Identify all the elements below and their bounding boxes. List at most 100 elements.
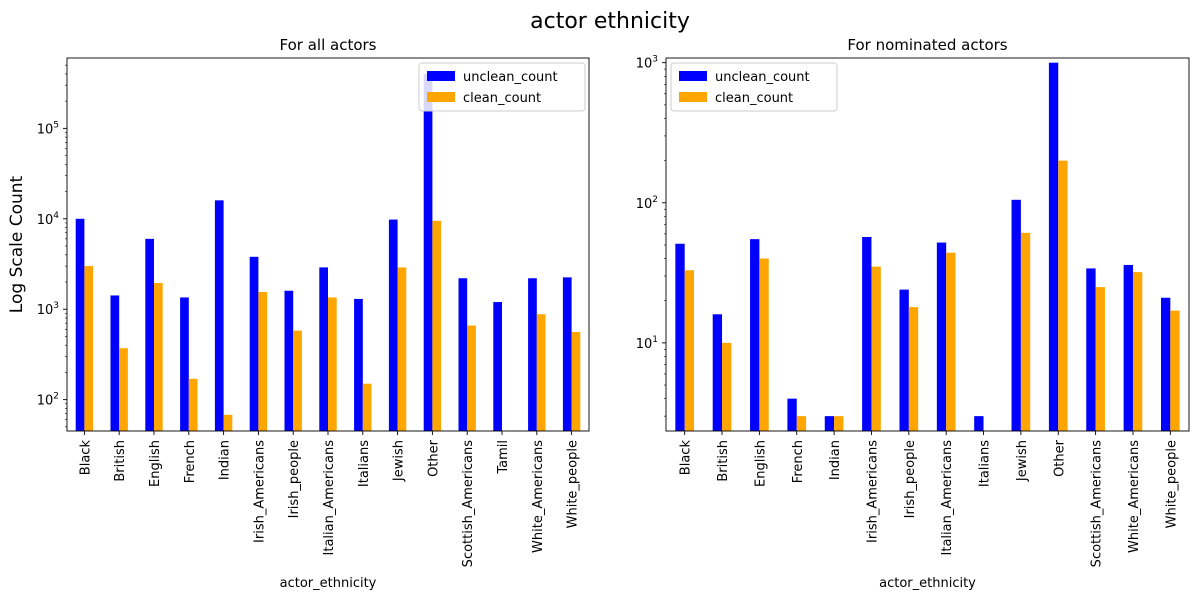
bar-unclean_count-White_people (562, 277, 572, 431)
bar-clean_count-White_Americans (1132, 272, 1143, 431)
bar-clean_count-Irish_people (293, 330, 302, 431)
legend: unclean_count clean_count (418, 62, 586, 112)
x-tick-label: French (791, 440, 806, 483)
bar-clean_count-Black (84, 266, 94, 431)
y-tick-base: 10 (37, 303, 54, 318)
x-tick-label: Other (1052, 439, 1067, 477)
x-tick-label: Black (679, 440, 694, 476)
x-tick-label: French (183, 440, 198, 483)
x-tick-label: Irish_Americans (252, 440, 267, 543)
figure-title: actor ethnicity (530, 9, 690, 34)
x-tick-label: English (753, 440, 768, 487)
legend-label-clean_count: clean_count (463, 91, 541, 106)
y-tick-exponent: 2 (652, 195, 658, 205)
bar-unclean_count-Indian (824, 416, 835, 431)
y-tick-exponent: 1 (652, 335, 658, 345)
bar-unclean_count-French (180, 297, 189, 431)
legend-label-unclean_count: unclean_count (463, 70, 558, 85)
bar-unclean_count-Scottish_Americans (458, 278, 468, 431)
bar-unclean_count-Irish_people (899, 289, 909, 431)
y-tick-base: 10 (636, 197, 653, 212)
bar-clean_count-British (722, 342, 732, 431)
legend-swatch-clean_count (679, 92, 707, 102)
bar-clean_count-Other (1058, 160, 1068, 432)
y-tick-exponent: 5 (53, 120, 59, 130)
bar-clean_count-Italian_Americans (946, 252, 956, 431)
legend-swatch-unclean_count (679, 71, 707, 81)
bar-clean_count-Other (432, 220, 442, 431)
bar-unclean_count-Irish_people (284, 290, 294, 431)
y-tick-exponent: 3 (53, 301, 59, 311)
x-tick-label: Italian_Americans (322, 440, 337, 556)
y-tick-label: 102 (636, 195, 658, 212)
bar-unclean_count-Black (75, 218, 85, 431)
bar-clean_count-White_people (1170, 310, 1180, 431)
bar-clean_count-Indian (834, 416, 844, 431)
x-tick-label: Italians (978, 440, 993, 487)
bar-unclean_count-Jewish (388, 219, 398, 431)
bar-clean_count-White_people (571, 331, 581, 431)
y-tick-exponent: 2 (53, 392, 59, 402)
x-tick-label: British (716, 440, 731, 482)
bar-unclean_count-White_Americans (528, 278, 537, 431)
y-tick-base: 10 (636, 57, 653, 72)
y-tick-label: 102 (37, 392, 59, 409)
x-axis-label: actor_ethnicity (879, 576, 976, 591)
x-tick-label: English (148, 440, 163, 487)
bar-clean_count-Scottish_Americans (1095, 287, 1105, 431)
bar-unclean_count-French (787, 398, 797, 431)
bar-clean_count-English (759, 258, 769, 431)
bar-clean_count-British (119, 348, 128, 431)
bar-unclean_count-Other (423, 73, 433, 431)
x-tick-label: Jewish (392, 440, 407, 482)
bar-clean_count-English (154, 282, 163, 431)
bar-unclean_count-Tamil (493, 302, 502, 431)
bar-unclean_count-Jewish (1011, 199, 1021, 431)
bar-unclean_count-White_Americans (1123, 264, 1133, 431)
x-tick-label: Irish_people (287, 440, 302, 518)
axes-frame (665, 57, 1190, 432)
x-tick-label: Irish_Americans (865, 440, 880, 543)
x-axis-label: actor_ethnicity (280, 576, 377, 591)
bar-clean_count-Scottish_Americans (467, 325, 476, 431)
y-tick-base: 10 (37, 122, 54, 137)
x-tick-label: Jewish (1015, 440, 1030, 482)
bar-clean_count-Jewish (397, 267, 407, 431)
x-tick-label: Italian_Americans (940, 440, 955, 556)
bar-unclean_count-English (145, 238, 154, 431)
subplot-title: For all actors (280, 36, 377, 54)
y-tick-label: 105 (37, 120, 59, 137)
legend-label-unclean_count: unclean_count (715, 70, 810, 85)
legend-swatch-clean_count (427, 92, 455, 102)
bar-clean_count-Italian_Americans (328, 297, 337, 431)
y-axis-label: Log Scale Count (7, 175, 27, 313)
x-tick-label: Irish_people (903, 440, 918, 518)
subplot-title: For nominated actors (847, 36, 1007, 54)
x-tick-label: Indian (828, 440, 843, 480)
bar-clean_count-Irish_people (908, 307, 919, 431)
legend-box (418, 62, 586, 112)
bar-unclean_count-British (110, 295, 120, 431)
bar-unclean_count-Italian_Americans (936, 242, 947, 431)
y-tick-exponent: 4 (53, 211, 59, 221)
bar-unclean_count-Italians (974, 416, 984, 431)
y-tick-label: 103 (636, 55, 658, 72)
x-tick-label: Other (426, 439, 441, 477)
x-tick-label: Tamil (496, 440, 511, 475)
x-tick-label: Scottish_Americans (1090, 440, 1105, 568)
bar-unclean_count-British (712, 314, 723, 431)
bar-clean_count-French (796, 416, 807, 431)
bar-unclean_count-Other (1048, 62, 1059, 432)
bar-clean_count-Black (684, 270, 695, 431)
x-tick-label: Italians (357, 440, 372, 487)
x-tick-label: British (113, 440, 128, 482)
x-tick-label: Black (78, 440, 93, 476)
y-tick-label: 101 (636, 335, 658, 352)
y-tick-base: 10 (636, 337, 653, 352)
bar-unclean_count-White_people (1160, 297, 1171, 431)
bar-unclean_count-Indian (214, 200, 224, 431)
bar-clean_count-French (188, 378, 198, 431)
y-tick-base: 10 (37, 394, 54, 409)
x-tick-label: Indian (218, 440, 233, 480)
